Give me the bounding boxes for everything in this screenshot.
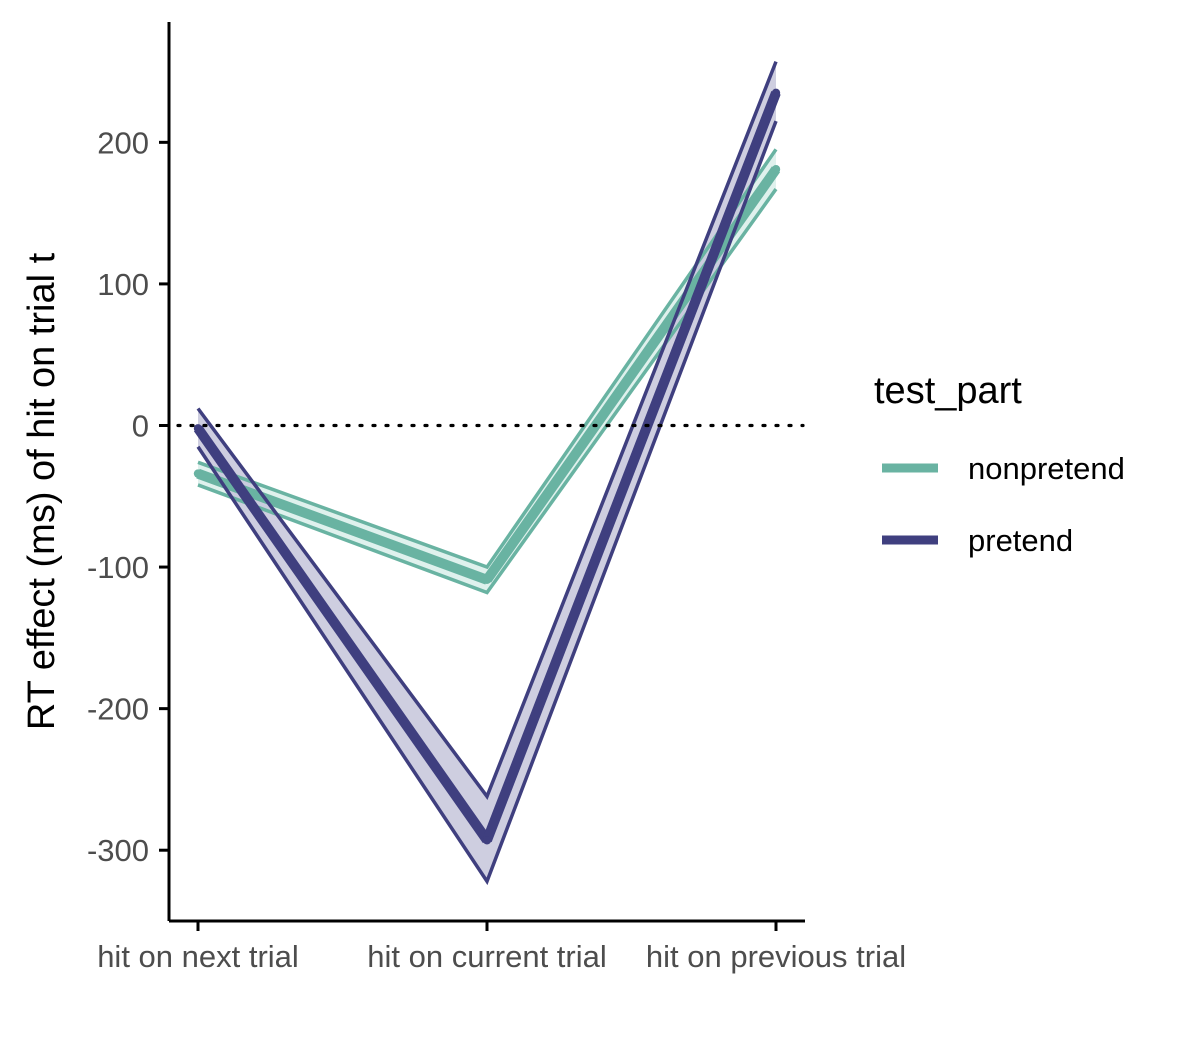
y-axis-title: RT effect (ms) of hit on trial t xyxy=(21,252,63,730)
band-lower-edge-nonpretend xyxy=(197,188,778,595)
lines-layer xyxy=(193,61,781,886)
x-tick-label: hit on next trial xyxy=(97,939,299,974)
legend: test_part nonpretend pretend xyxy=(874,370,1125,558)
y-tick-label: 0 xyxy=(132,408,149,443)
confidence-band-pretend xyxy=(198,61,776,882)
y-tick-label: -200 xyxy=(87,692,149,727)
legend-items: nonpretend pretend xyxy=(882,451,1125,558)
y-tick-label: 100 xyxy=(97,267,149,302)
y-tick-label: -300 xyxy=(87,833,149,868)
y-tick-label: 200 xyxy=(97,125,149,160)
y-tick-label: -100 xyxy=(87,550,149,585)
series-point-nonpretend-2 xyxy=(771,165,781,174)
series-point-nonpretend-0 xyxy=(193,469,203,478)
x-tick-label: hit on previous trial xyxy=(646,939,906,974)
series-point-nonpretend-1 xyxy=(482,575,492,585)
bands-layer xyxy=(198,61,776,882)
series-line-segment-nonpretend-1 xyxy=(482,166,781,583)
series-line-segment-pretend-0 xyxy=(193,425,492,844)
series-point-pretend-1 xyxy=(482,836,492,845)
band-upper-edge-pretend xyxy=(196,61,778,800)
legend-label-nonpretend: nonpretend xyxy=(968,451,1125,486)
series-line-segment-pretend-1 xyxy=(482,90,781,843)
y-axis-ticks: -300 -200 -100 0 100 200 xyxy=(87,125,169,868)
series-point-pretend-2 xyxy=(771,88,781,97)
x-axis-ticks: hit on next trial hit on current trial hit… xyxy=(97,921,906,974)
legend-label-pretend: pretend xyxy=(968,523,1073,558)
legend-title: test_part xyxy=(874,370,1022,412)
band-upper-edge-nonpretend xyxy=(197,148,778,570)
series-point-pretend-0 xyxy=(193,424,203,433)
band-lower-edge-pretend xyxy=(196,120,778,886)
x-tick-label: hit on current trial xyxy=(367,939,607,974)
